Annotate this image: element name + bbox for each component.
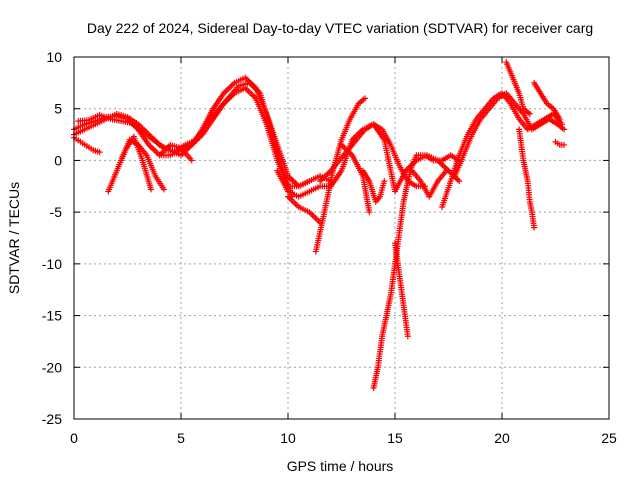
- data-point: [404, 333, 411, 340]
- data-point: [561, 141, 568, 148]
- x-tick-label: 10: [280, 430, 296, 446]
- data-point: [561, 126, 568, 133]
- y-tick-label: 0: [54, 152, 62, 168]
- y-axis-label: SDTVAR / TECUs: [6, 182, 22, 294]
- y-tick-label: -15: [42, 308, 62, 324]
- data-point: [443, 167, 450, 174]
- data-point: [526, 110, 533, 117]
- series-sat-n: [370, 152, 463, 391]
- chart-title: Day 222 of 2024, Sidereal Day-to-day VTE…: [87, 20, 593, 36]
- series-sat-u: [531, 79, 563, 123]
- y-tick-label: -25: [42, 411, 62, 427]
- series-sat-o: [392, 240, 411, 340]
- series-sat-m: [359, 167, 388, 205]
- y-tick-label: -20: [42, 359, 62, 375]
- data-point: [96, 149, 103, 156]
- x-tick-label: 25: [601, 430, 617, 446]
- x-axis-label: GPS time / hours: [287, 458, 394, 474]
- y-tick-label: 5: [54, 101, 62, 117]
- series-sat-l: [338, 141, 373, 216]
- x-tick-label: 15: [387, 430, 403, 446]
- series-sat-r: [451, 90, 568, 179]
- plot-frame: [73, 56, 610, 420]
- y-tick-label: -10: [42, 256, 62, 272]
- data-point: [160, 186, 167, 193]
- data-point: [381, 178, 388, 185]
- series-sat-c: [75, 79, 296, 200]
- x-tick-label: 20: [494, 430, 510, 446]
- series-sat-v: [552, 138, 568, 148]
- series-sat-d: [71, 134, 103, 156]
- data-point: [362, 95, 369, 102]
- series-sat-f: [118, 136, 167, 193]
- x-tick-label: 5: [177, 430, 185, 446]
- data-series: [71, 59, 568, 391]
- series-sat-i: [285, 193, 324, 226]
- y-tick-label: 10: [46, 49, 62, 65]
- data-point: [556, 116, 563, 123]
- x-tick-label: 0: [70, 430, 78, 446]
- series-sat-g: [156, 141, 195, 164]
- data-point: [188, 157, 195, 164]
- data-point: [366, 209, 373, 216]
- data-point: [456, 178, 463, 185]
- y-tick-label: -5: [50, 204, 63, 220]
- series-sat-p: [409, 167, 450, 200]
- ticks: 0 5 10 15 20 25 -25 -20 -15 -10 -5 0 5 10: [42, 49, 617, 446]
- series-sat-s: [503, 59, 533, 117]
- series-sat-t: [516, 126, 538, 231]
- data-point: [148, 186, 155, 193]
- data-point: [531, 224, 538, 231]
